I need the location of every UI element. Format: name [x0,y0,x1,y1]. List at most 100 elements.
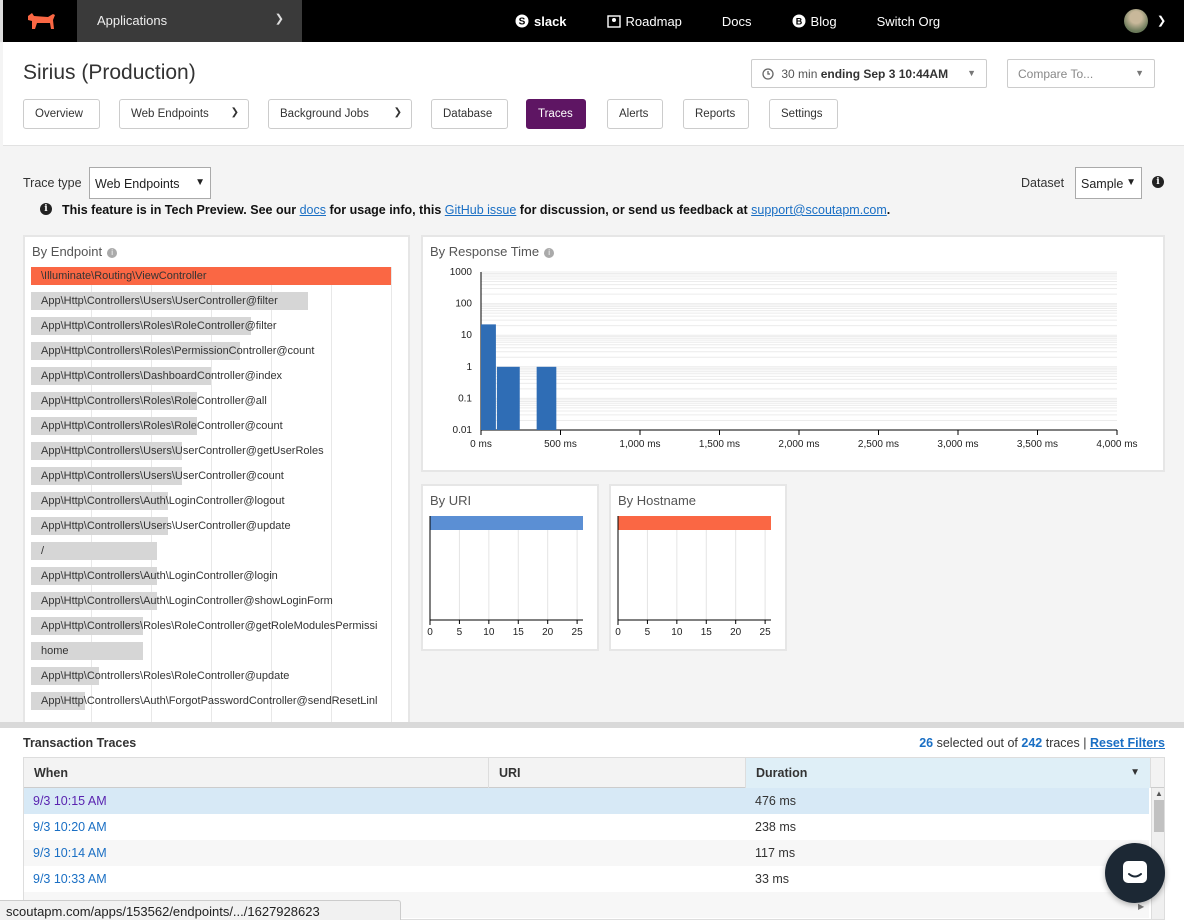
chat-launcher-button[interactable] [1105,843,1165,903]
x-tick-label: 0 [427,627,433,638]
endpoint-row[interactable]: App\Http\Controllers\Roles\RoleControlle… [31,667,408,685]
x-tick-label: 10 [483,627,495,638]
table-row[interactable]: 9/3 10:33 AM 33 ms [24,866,1149,892]
endpoint-row[interactable]: \Illuminate\Routing\ViewController [31,267,408,285]
user-avatar[interactable] [1124,9,1148,33]
endpoint-row[interactable]: home [31,642,408,660]
endpoint-label: App\Http\Controllers\Auth\LoginControlle… [41,595,333,607]
tab-settings[interactable]: Settings [769,99,838,129]
tab-web-endpoints[interactable]: Web Endpoints ❯ [119,99,249,129]
app-header: Sirius (Production) 30 min ending Sep 3 … [3,42,1184,146]
trace-type-value: Web Endpoints [95,177,180,191]
time-range-selector[interactable]: 30 min ending Sep 3 10:44AM ▼ [751,59,987,88]
endpoint-row[interactable]: App\Http\Controllers\Roles\RoleControlle… [31,392,408,410]
scroll-up-icon[interactable]: ▲ [1155,789,1163,798]
time-range-prefix: 30 min [781,67,818,81]
response-time-bar[interactable] [496,366,520,430]
endpoint-row[interactable]: App\Http\Controllers\Roles\RoleControlle… [31,417,408,435]
y-tick-label: 1 [466,362,472,373]
column-header-duration[interactable]: Duration ▼ [746,758,1151,788]
response-time-chart[interactable]: 1000 100 10 1 0.1 0.01 0 ms 500 ms 1,000 ms 1,500… [423,237,1163,470]
endpoint-bar [31,392,197,410]
docs-link[interactable]: docs [299,203,326,217]
trace-when-link[interactable]: 9/3 10:14 AM [33,846,107,860]
column-header-uri[interactable]: URI [489,758,746,788]
endpoint-row[interactable]: App\Http\Controllers\Auth\ForgotPassword… [31,692,408,710]
x-tick-label: 1,000 ms [619,439,660,450]
endpoint-row[interactable]: App\Http\Controllers\Users\UserControlle… [31,517,408,535]
tab-database[interactable]: Database [431,99,508,129]
endpoint-row[interactable]: App\Http\Controllers\DashboardController… [31,367,408,385]
endpoint-row[interactable]: App\Http\Controllers\Auth\LoginControlle… [31,492,408,510]
nav-switch-org[interactable]: Switch Org [877,14,941,29]
resize-splitter[interactable] [0,722,1184,728]
github-issue-link[interactable]: GitHub issue [444,203,517,217]
table-row[interactable]: 9/3 10:20 AM 238 ms [24,814,1149,840]
endpoint-row[interactable]: App\Http\Controllers\Users\UserControlle… [31,292,408,310]
slack-icon: S [515,14,529,28]
reset-filters-link[interactable]: Reset Filters [1089,736,1165,750]
trace-duration: 238 ms [755,820,796,834]
tab-label: Traces [538,108,573,120]
column-header-when[interactable]: When [24,758,489,788]
endpoint-row[interactable]: App\Http\Controllers\Auth\LoginControlle… [31,567,408,585]
x-tick-label: 3,500 ms [1017,439,1058,450]
chevron-down-icon[interactable]: ❯ [1157,15,1167,27]
nav-slack[interactable]: S slack [515,14,567,29]
compare-to-dropdown[interactable]: Compare To... ▼ [1007,59,1155,88]
response-time-bar[interactable] [536,366,557,430]
applications-dropdown[interactable]: Applications ❯ [77,0,302,42]
nav-blog[interactable]: B Blog [792,14,837,29]
help-icon[interactable]: i [544,248,555,258]
bar[interactable] [430,516,583,530]
selection-summary: 26 selected out of 242 traces | Reset Fi… [919,736,1165,750]
nav-switch-org-label: Switch Org [876,13,941,29]
dataset-select[interactable]: Sample ▼ [1075,167,1142,199]
endpoint-row[interactable]: App\Http\Controllers\Auth\LoginControlle… [31,592,408,610]
tab-traces[interactable]: Traces [526,99,586,129]
x-tick-label: 2,500 ms [858,439,899,450]
trace-when-link[interactable]: 9/3 10:15 AM [33,794,107,808]
trace-type-select[interactable]: Web Endpoints ▼ [89,167,211,199]
tab-overview[interactable]: Overview [23,99,100,129]
support-email-link[interactable]: support@scoutapm.com [751,203,887,217]
endpoint-row[interactable]: / [31,542,408,560]
by-hostname-panel: By Hostname 0 5 10 15 20 25 [609,484,787,651]
hostname-chart[interactable]: 0 5 10 15 20 25 [611,486,785,649]
column-header-duration-label: Duration [756,766,808,780]
tab-background-jobs[interactable]: Background Jobs ❯ [268,99,412,129]
table-header: When URI Duration ▼ [24,758,1164,788]
dog-logo-icon [28,13,55,29]
endpoint-bar [31,267,391,285]
x-tick-label: 25 [572,627,584,638]
endpoint-row[interactable]: App\Http\Controllers\Roles\PermissionCon… [31,342,408,360]
uri-chart[interactable]: 0 5 10 15 20 25 [423,486,597,649]
tab-reports[interactable]: Reports [683,99,749,129]
bar[interactable] [618,516,771,530]
nav-roadmap[interactable]: Roadmap [606,14,682,29]
endpoint-row[interactable]: App\Http\Controllers\Roles\RoleControlle… [31,317,408,335]
panel-title: By Response Time i [430,244,555,259]
help-icon[interactable]: i [107,248,118,258]
x-tick-label: 0 ms [470,439,492,450]
trace-when-link[interactable]: 9/3 10:20 AM [33,820,107,834]
endpoint-label: App\Http\Controllers\Auth\LoginControlle… [41,570,278,582]
y-tick-label: 100 [455,299,472,310]
nav-docs[interactable]: Docs [722,14,752,29]
endpoint-row[interactable]: App\Http\Controllers\Users\UserControlle… [31,467,408,485]
svg-text:B: B [795,17,802,27]
table-row[interactable]: 9/3 10:14 AM 117 ms [24,840,1149,866]
scroll-right-icon[interactable]: ▶ [1138,902,1145,911]
tab-alerts[interactable]: Alerts [607,99,663,129]
endpoint-row[interactable]: App\Http\Controllers\Roles\RoleControlle… [31,617,408,635]
scrollbar-thumb[interactable] [1154,800,1164,832]
trace-when-link[interactable]: 9/3 10:33 AM [33,872,107,886]
panel-title: By Hostname [618,493,697,508]
endpoint-label: \Illuminate\Routing\ViewController [41,270,207,282]
scout-logo[interactable] [6,0,76,42]
nav-slack-label: slack [534,13,567,29]
info-icon[interactable]: i [1152,176,1164,188]
endpoint-row[interactable]: App\Http\Controllers\Users\UserControlle… [31,442,408,460]
table-row[interactable]: 9/3 10:15 AM 476 ms [24,788,1149,814]
response-time-bar[interactable] [481,324,496,430]
